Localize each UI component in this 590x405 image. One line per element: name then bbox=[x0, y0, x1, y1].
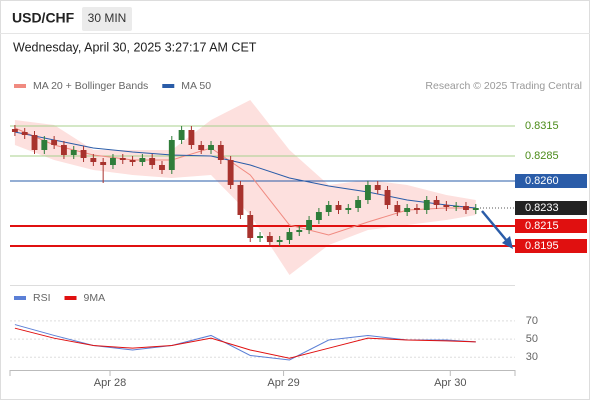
forecast-arrow bbox=[481, 210, 513, 249]
candle-body bbox=[198, 145, 205, 150]
candle-body bbox=[433, 200, 440, 205]
candle-body bbox=[188, 130, 195, 145]
x-tick-label: Apr 28 bbox=[94, 377, 126, 389]
candle-body bbox=[443, 205, 450, 207]
y-tick-label: 70 bbox=[526, 315, 538, 327]
level-label: 0.8260 bbox=[525, 175, 559, 187]
legend-label: MA 50 bbox=[181, 80, 211, 92]
candle-body bbox=[208, 145, 214, 150]
candle-body bbox=[60, 145, 67, 155]
legend-label: RSI bbox=[33, 292, 51, 304]
candle-body bbox=[139, 158, 146, 162]
level-label: 0.8215 bbox=[525, 220, 559, 232]
candle-body bbox=[296, 230, 303, 232]
candle-body bbox=[90, 158, 97, 162]
candle-body bbox=[355, 200, 362, 208]
candle-body bbox=[374, 185, 381, 190]
level-label-box bbox=[515, 219, 587, 233]
candle-body bbox=[315, 212, 322, 220]
candle-body bbox=[404, 208, 411, 212]
candle-body bbox=[119, 158, 126, 160]
candle-body bbox=[110, 158, 116, 165]
candle-body bbox=[247, 215, 254, 238]
candle-body bbox=[335, 205, 342, 210]
legend-swatch bbox=[14, 296, 26, 300]
level-label: 0.8195 bbox=[525, 240, 559, 252]
level-label-box bbox=[515, 174, 587, 188]
candle-body bbox=[325, 205, 332, 212]
candle-body bbox=[423, 200, 430, 210]
candle-body bbox=[345, 208, 352, 210]
candle-body bbox=[31, 135, 38, 150]
candle-body bbox=[306, 220, 313, 230]
y-tick-label: 50 bbox=[526, 333, 538, 345]
y-tick-label: 30 bbox=[526, 351, 538, 363]
candle-body bbox=[266, 236, 273, 242]
candle-body bbox=[276, 240, 283, 242]
candle-body bbox=[463, 206, 469, 210]
candle-body bbox=[51, 140, 58, 145]
candle-body bbox=[168, 140, 175, 170]
candle-body bbox=[286, 232, 293, 240]
candle-body bbox=[41, 140, 48, 150]
legend-swatch bbox=[64, 296, 77, 300]
indicator-line bbox=[14, 327, 476, 359]
datetime: Wednesday, April 30, 2025 3:27:17 AM CET bbox=[13, 40, 257, 54]
x-tick-label: Apr 29 bbox=[267, 377, 299, 389]
candle-body bbox=[364, 185, 371, 200]
candle-body bbox=[70, 150, 77, 155]
legend-label: MA 20 + Bollinger Bands bbox=[33, 80, 148, 92]
candle-body bbox=[257, 236, 263, 238]
level-label: 0.8285 bbox=[525, 150, 559, 162]
candle-body bbox=[453, 206, 460, 207]
candle-body bbox=[149, 158, 156, 165]
candle-body bbox=[100, 162, 107, 165]
timeframe[interactable]: 30 MIN bbox=[88, 11, 127, 25]
legend-label: 9MA bbox=[84, 292, 106, 304]
x-tick-label: Apr 30 bbox=[434, 377, 466, 389]
candle-body bbox=[21, 132, 28, 135]
indicator-line bbox=[14, 131, 476, 209]
candle-body bbox=[227, 160, 234, 185]
level-label: 0.8233 bbox=[525, 202, 559, 214]
level-label: 0.8315 bbox=[525, 120, 559, 132]
candle-body bbox=[384, 190, 391, 205]
timeframe-box bbox=[82, 7, 132, 31]
candle-body bbox=[394, 205, 401, 212]
legend-swatch bbox=[14, 84, 26, 88]
bollinger-band bbox=[14, 100, 476, 275]
candle-body bbox=[178, 130, 185, 140]
level-label-box bbox=[515, 239, 587, 253]
symbol: USD/CHF bbox=[12, 10, 75, 26]
candle-body bbox=[237, 185, 244, 215]
legend-swatch bbox=[162, 84, 175, 88]
candle-body bbox=[11, 129, 18, 132]
candle-body bbox=[159, 165, 165, 170]
candle-body bbox=[472, 208, 479, 210]
credit: Research © 2025 Trading Central bbox=[425, 80, 582, 92]
candle-body bbox=[414, 208, 420, 210]
candle-body bbox=[129, 160, 136, 162]
candle-body bbox=[80, 150, 87, 158]
candle-body bbox=[217, 145, 224, 160]
level-label-box bbox=[515, 201, 587, 215]
